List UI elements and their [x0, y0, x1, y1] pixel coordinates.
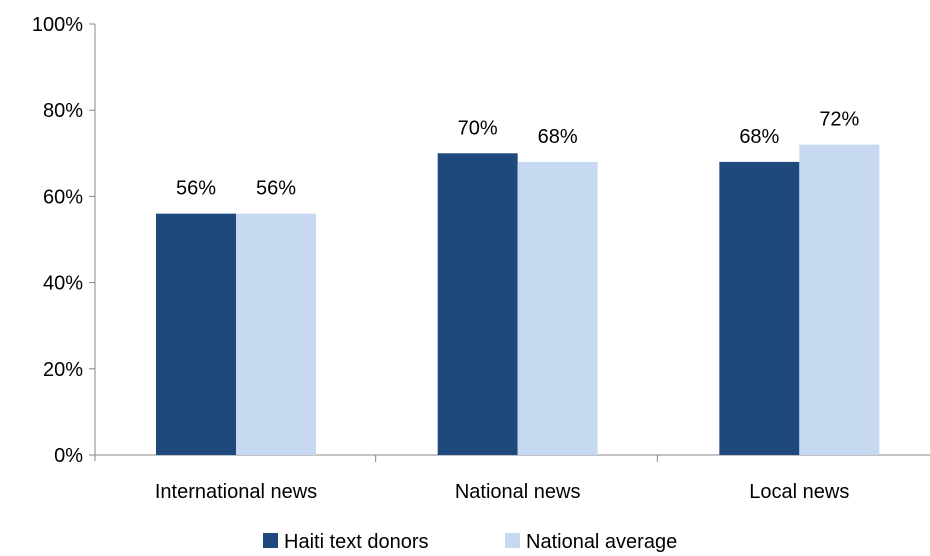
legend-label: National average: [526, 531, 677, 553]
bar-national-average: [799, 144, 880, 455]
y-tick-label: 40%: [43, 273, 83, 295]
y-tick-label: 60%: [43, 186, 83, 208]
bar-haiti-text-donors: [719, 161, 800, 456]
x-category-label: Local news: [749, 481, 849, 503]
data-label: 70%: [458, 117, 498, 139]
data-label: 68%: [538, 126, 578, 148]
data-label: 56%: [176, 178, 216, 200]
legend-label: Haiti text donors: [284, 531, 429, 553]
x-category-label: National news: [455, 481, 581, 503]
bars: [156, 144, 880, 456]
x-category-label: International news: [155, 481, 317, 503]
axes: 0% 20% 40% 60% 80% 100% International news Nati…: [32, 14, 930, 503]
data-label: 56%: [256, 178, 296, 200]
data-labels: 56% 70% 68% 56% 68% 72%: [176, 109, 860, 200]
y-tick-label: 80%: [43, 100, 83, 122]
bar-national-average: [517, 161, 598, 456]
y-tick-label: 100%: [32, 14, 83, 36]
bar-haiti-text-donors: [156, 213, 236, 455]
legend-swatch: [263, 533, 278, 548]
bar-national-average: [236, 213, 316, 455]
y-tick-label: 20%: [43, 359, 83, 381]
legend: Haiti text donors National average: [263, 531, 677, 553]
bar-haiti-text-donors: [437, 153, 518, 456]
data-label: 72%: [819, 109, 859, 131]
legend-swatch: [505, 533, 520, 548]
y-tick-label: 0%: [54, 445, 83, 467]
data-label: 68%: [739, 126, 779, 148]
